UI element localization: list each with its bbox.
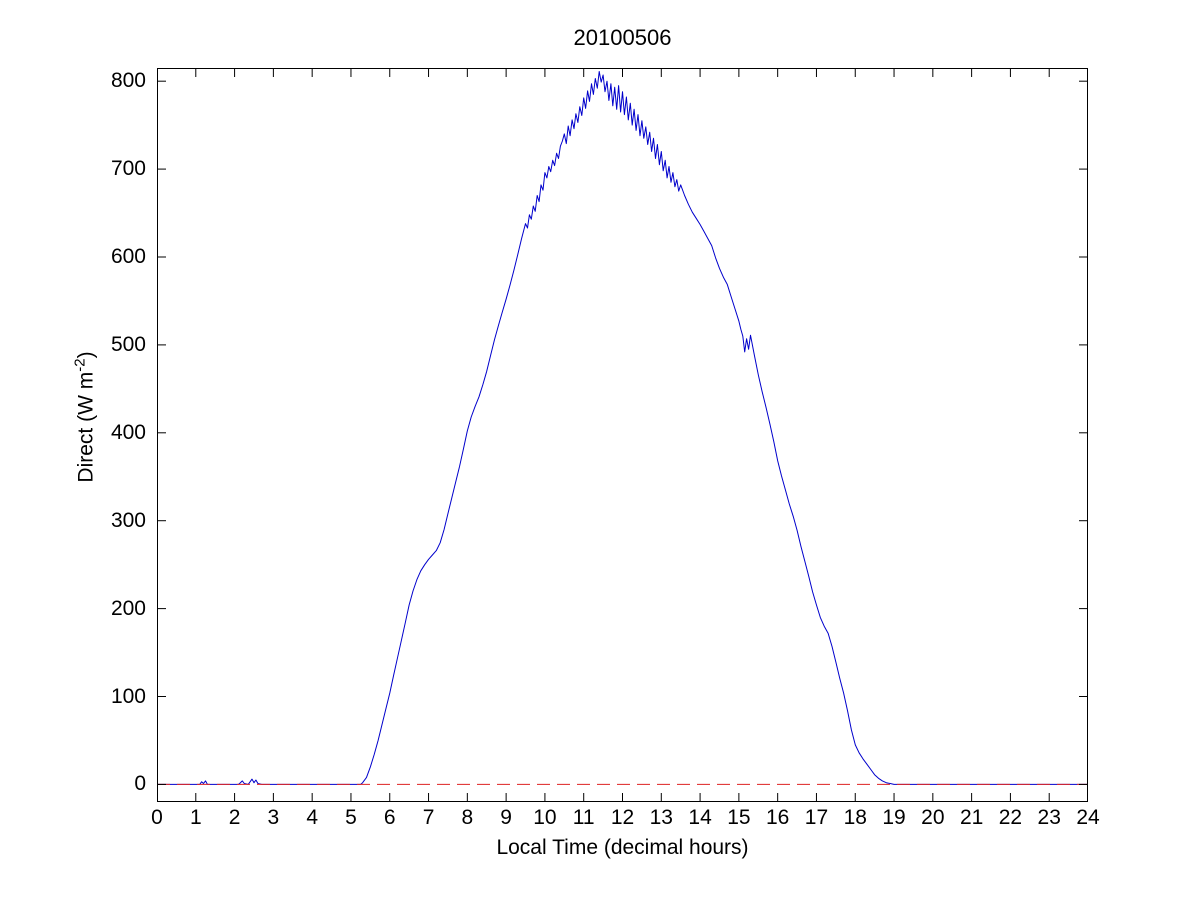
y-axis-label-superscript: -2 (71, 358, 89, 372)
chart-title: 20100506 (573, 25, 672, 50)
x-tick-label: 23 (1037, 806, 1061, 829)
y-axis-label: Direct (W m-2) (72, 351, 99, 482)
x-tick-label: 9 (500, 806, 512, 829)
x-tick-label: 20 (921, 806, 945, 829)
x-tick-label: 13 (649, 806, 673, 829)
x-tick-label: 18 (843, 806, 867, 829)
x-tick-label: 24 (1076, 806, 1100, 829)
x-tick-label: 7 (422, 806, 435, 829)
x-tick-label: 6 (383, 806, 396, 829)
x-tick-label: 16 (765, 806, 790, 829)
x-tick-label: 12 (610, 806, 635, 829)
y-tick-label: 0 (134, 772, 146, 796)
x-tick-label: 11 (572, 806, 595, 829)
x-tick-label: 17 (804, 806, 829, 829)
x-tick-label: 5 (345, 806, 357, 829)
x-tick-label: 4 (306, 806, 318, 829)
y-tick-label: 700 (110, 157, 146, 181)
y-tick-label: 500 (110, 332, 146, 356)
x-tick-label: 0 (151, 806, 163, 829)
x-tick-label: 8 (461, 806, 474, 829)
x-tick-label: 1 (189, 806, 202, 829)
x-tick-label: 14 (688, 806, 712, 829)
x-tick-label: 21 (959, 806, 984, 829)
series-direct-irradiance (157, 71, 1088, 785)
y-tick-label: 100 (110, 684, 146, 708)
x-tick-label: 15 (727, 806, 751, 829)
y-tick-label: 800 (110, 69, 146, 93)
plot-canvas (157, 68, 1088, 802)
x-tick-label: 10 (533, 806, 557, 829)
y-tick-label: 400 (110, 420, 146, 444)
axes-box (157, 68, 1088, 802)
x-tick-label: 3 (267, 806, 280, 829)
x-tick-label: 22 (998, 806, 1023, 829)
y-tick-label: 200 (110, 596, 146, 620)
y-tick-label: 300 (110, 508, 146, 532)
y-tick-label: 600 (110, 244, 146, 268)
x-axis-label: Local Time (decimal hours) (496, 836, 749, 859)
x-tick-label: 2 (228, 806, 241, 829)
plot-area (157, 68, 1088, 802)
x-tick-label: 19 (882, 806, 906, 829)
